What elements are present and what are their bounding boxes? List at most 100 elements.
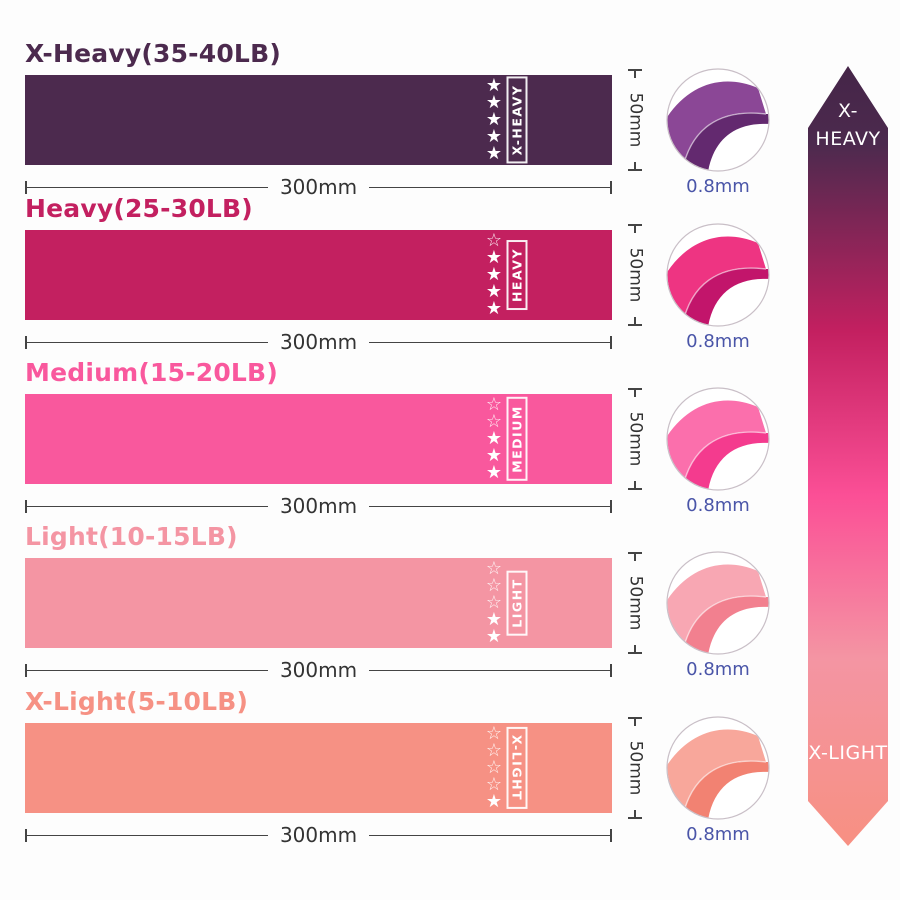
- star-outline-icon: ☆: [485, 723, 503, 744]
- star-rating: ★ ★ ★ ★ ★: [483, 75, 505, 164]
- dimension-tick: [628, 809, 642, 819]
- length-value: 300mm: [279, 330, 358, 354]
- star-rating: ☆ ☆ ☆ ☆ ★: [483, 723, 505, 812]
- length-value: 300mm: [279, 658, 358, 682]
- length-value: 300mm: [279, 823, 358, 847]
- dimension-line: [369, 186, 611, 188]
- star-filled-icon: ★: [485, 126, 503, 147]
- dimension-tick: [628, 69, 642, 79]
- dimension-tick: [610, 828, 613, 842]
- band-strength-label: X-LIGHT: [506, 726, 528, 810]
- dimension-line: [369, 341, 611, 343]
- band-title: Medium(15-20LB): [25, 358, 278, 387]
- star-filled-icon: ★: [485, 92, 503, 113]
- band-swatch: ☆ ☆ ★ ★ ★ MEDIUM: [25, 394, 612, 484]
- length-dimension: 300mm: [25, 330, 613, 354]
- star-outline-icon: ☆: [485, 558, 503, 579]
- width-dimension: 50mm: [618, 717, 652, 819]
- width-value: 50mm: [625, 740, 646, 796]
- star-outline-icon: ☆: [485, 394, 503, 415]
- star-filled-icon: ★: [485, 428, 503, 449]
- star-rating: ☆ ☆ ★ ★ ★: [483, 394, 505, 483]
- star-filled-icon: ★: [485, 75, 503, 96]
- star-outline-icon: ☆: [485, 411, 503, 432]
- dimension-tick: [628, 316, 642, 326]
- star-filled-icon: ★: [485, 298, 503, 319]
- dimension-tick: [628, 224, 642, 234]
- dimension-line: [27, 186, 268, 188]
- band-fold-photo: [666, 716, 770, 820]
- star-filled-icon: ★: [485, 264, 503, 285]
- star-filled-icon: ★: [485, 791, 503, 812]
- scale-arrow-light-label: X-LIGHT: [808, 742, 888, 765]
- band-strength-label: HEAVY: [506, 239, 528, 311]
- band-swatch: ☆ ★ ★ ★ ★ HEAVY: [25, 230, 612, 320]
- star-filled-icon: ★: [485, 281, 503, 302]
- dimension-tick: [25, 663, 27, 677]
- dimension-line: [27, 834, 268, 836]
- star-outline-icon: ☆: [485, 230, 503, 251]
- star-outline-icon: ☆: [485, 740, 503, 761]
- star-rating: ☆ ★ ★ ★ ★: [483, 230, 505, 319]
- band-title: Heavy(25-30LB): [25, 194, 253, 223]
- thickness-value: 0.8mm: [686, 176, 750, 197]
- band-title: X-Heavy(35-40LB): [25, 39, 281, 68]
- width-dimension: 50mm: [618, 388, 652, 490]
- band-strength-label: MEDIUM: [506, 397, 528, 481]
- width-value: 50mm: [625, 247, 646, 303]
- band-strength-label: X-HEAVY: [506, 76, 528, 164]
- dimension-tick: [610, 499, 613, 513]
- dimension-line: [369, 834, 611, 836]
- length-dimension: 300mm: [25, 658, 613, 682]
- dimension-tick: [25, 180, 27, 194]
- dimension-line: [27, 505, 268, 507]
- dimension-tick: [628, 480, 642, 490]
- star-outline-icon: ☆: [485, 774, 503, 795]
- length-dimension: 300mm: [25, 175, 613, 199]
- resistance-scale-arrow: X-HEAVY X-LIGHT: [808, 66, 888, 846]
- dimension-tick: [628, 644, 642, 654]
- star-filled-icon: ★: [485, 462, 503, 483]
- star-filled-icon: ★: [485, 609, 503, 630]
- band-fold-photo: [666, 223, 770, 327]
- star-outline-icon: ☆: [485, 757, 503, 778]
- dimension-tick: [628, 717, 642, 727]
- width-value: 50mm: [625, 575, 646, 631]
- dimension-line: [27, 669, 268, 671]
- dimension-tick: [610, 663, 613, 677]
- star-outline-icon: ☆: [485, 575, 503, 596]
- dimension-line: [27, 341, 268, 343]
- dimension-tick: [628, 161, 642, 171]
- band-strength-label: LIGHT: [506, 570, 528, 636]
- thickness-value: 0.8mm: [686, 659, 750, 680]
- dimension-tick: [610, 180, 613, 194]
- dimension-line: [369, 669, 611, 671]
- star-filled-icon: ★: [485, 109, 503, 130]
- dimension-tick: [628, 552, 642, 562]
- band-swatch: ★ ★ ★ ★ ★ X-HEAVY: [25, 75, 612, 165]
- length-dimension: 300mm: [25, 494, 613, 518]
- star-outline-icon: ☆: [485, 592, 503, 613]
- band-title: Light(10-15LB): [25, 522, 238, 551]
- dimension-tick: [25, 335, 27, 349]
- band-fold-photo: [666, 551, 770, 655]
- width-value: 50mm: [625, 92, 646, 148]
- dimension-tick: [25, 499, 27, 513]
- scale-arrow-heavy-label: X-HEAVY: [815, 100, 881, 150]
- band-swatch: ☆ ☆ ☆ ★ ★ LIGHT: [25, 558, 612, 648]
- star-filled-icon: ★: [485, 247, 503, 268]
- thickness-value: 0.8mm: [686, 331, 750, 352]
- width-dimension: 50mm: [618, 224, 652, 326]
- star-filled-icon: ★: [485, 143, 503, 164]
- length-value: 300mm: [279, 175, 358, 199]
- band-fold-photo: [666, 68, 770, 172]
- thickness-value: 0.8mm: [686, 824, 750, 845]
- star-filled-icon: ★: [485, 445, 503, 466]
- dimension-tick: [610, 335, 613, 349]
- dimension-tick: [628, 388, 642, 398]
- length-value: 300mm: [279, 494, 358, 518]
- star-rating: ☆ ☆ ☆ ★ ★: [483, 558, 505, 647]
- band-title: X-Light(5-10LB): [25, 687, 249, 716]
- star-filled-icon: ★: [485, 626, 503, 647]
